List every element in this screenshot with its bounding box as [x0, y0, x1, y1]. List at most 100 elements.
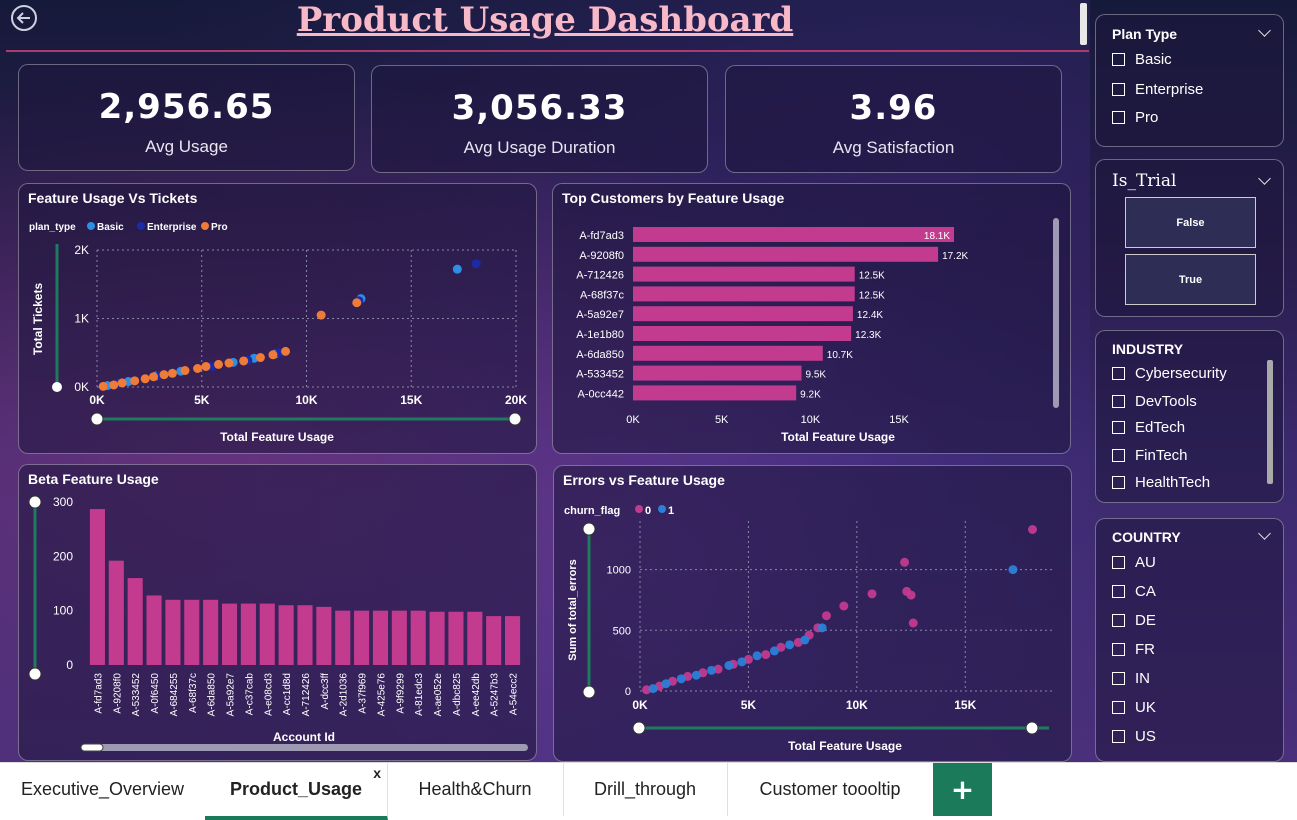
chevron-down-icon[interactable] — [1258, 24, 1271, 37]
bar — [259, 603, 275, 665]
checkbox[interactable] — [1112, 700, 1125, 714]
x-tick-label: A-fd7ad3 — [93, 673, 104, 714]
checkbox[interactable] — [1112, 394, 1125, 408]
x-tick-label: 0K — [626, 414, 640, 426]
slicer-option-cybersecurity[interactable]: Cybersecurity — [1112, 362, 1227, 384]
checkbox[interactable] — [1112, 584, 1125, 598]
data-point — [239, 356, 249, 366]
bar — [146, 595, 162, 665]
data-point — [224, 358, 234, 368]
bar — [429, 611, 445, 665]
checkbox[interactable] — [1112, 475, 1125, 489]
slicer-option-fintech[interactable]: FinTech — [1112, 444, 1188, 466]
y-tick-label: A-1e1b80 — [576, 329, 624, 341]
data-point — [737, 657, 747, 667]
page-title: Product Usage Dashboard — [296, 0, 794, 40]
checkbox[interactable] — [1112, 448, 1125, 462]
x-tick-label: A-e08cd3 — [263, 673, 274, 716]
top-customers-chart[interactable]: Top Customers by Feature Usage 0K 5K 10K 15… — [552, 183, 1071, 454]
checkbox[interactable] — [1112, 52, 1125, 66]
slicer-option-healthtech[interactable]: HealthTech — [1112, 471, 1210, 493]
slider-handle — [1025, 721, 1039, 735]
bar — [184, 599, 200, 665]
checkbox[interactable] — [1112, 729, 1125, 743]
slicer-option-uk[interactable]: UK — [1112, 696, 1156, 718]
checkbox[interactable] — [1112, 82, 1125, 96]
close-tab-icon[interactable]: x — [373, 765, 381, 781]
beta-feature-usage-chart[interactable]: Beta Feature Usage 300 200 100 0 A-fd7ad3 A-9… — [18, 464, 537, 761]
slicer-option-pro[interactable]: Pro — [1112, 106, 1158, 128]
is-trial-false-button[interactable]: False — [1125, 197, 1256, 248]
data-point — [255, 353, 265, 363]
slider-handle — [28, 495, 42, 509]
tab-drill-through[interactable]: Drill_through — [563, 763, 728, 816]
slicer-option-in[interactable]: IN — [1112, 667, 1150, 689]
x-tick-label: 15K — [400, 393, 422, 407]
x-tick-label: 5K — [741, 698, 757, 712]
x-tick-label: A-0f6450 — [150, 673, 161, 714]
slicer-option-us[interactable]: US — [1112, 725, 1156, 747]
kpi-card-avg-satisfaction: 3.96 Avg Satisfaction — [725, 65, 1062, 173]
industry-slicer[interactable]: INDUSTRY Cybersecurity DevTools EdTech F… — [1095, 330, 1284, 503]
tab-health-churn[interactable]: Health&Churn — [387, 763, 564, 816]
x-tick-label: A-684255 — [169, 673, 180, 717]
slicer-option-fr[interactable]: FR — [1112, 638, 1155, 660]
data-label: 12.5K — [859, 290, 885, 301]
data-point — [149, 372, 159, 382]
bar — [486, 616, 502, 665]
slicer-option-ca[interactable]: CA — [1112, 580, 1156, 602]
kpi-card-avg-usage-duration: 3,056.33 Avg Usage Duration — [371, 65, 708, 173]
checkbox[interactable] — [1112, 110, 1125, 124]
tab-executive-overview[interactable]: Executive_Overview — [0, 763, 206, 816]
slicer-option-enterprise[interactable]: Enterprise — [1112, 78, 1203, 100]
tab-customer-tooltip[interactable]: Customer toooltip — [727, 763, 934, 816]
slicer-option-devtools[interactable]: DevTools — [1112, 390, 1197, 412]
plan-type-slicer[interactable]: Plan Type Basic Enterprise Pro — [1095, 14, 1284, 147]
bar — [127, 578, 143, 665]
chevron-down-icon[interactable] — [1258, 172, 1271, 185]
x-tick-label: A-533452 — [131, 673, 142, 717]
is-trial-true-button[interactable]: True — [1125, 254, 1256, 305]
y-tick-label: A-5a92e7 — [576, 309, 624, 321]
checkbox[interactable] — [1112, 671, 1125, 685]
x-tick-label: 5K — [194, 393, 210, 407]
checkbox[interactable] — [1112, 366, 1125, 380]
data-point — [648, 684, 658, 694]
legend-label: 0 — [645, 505, 651, 517]
x-tick-label: A-cc1d8d — [282, 673, 293, 715]
add-page-button[interactable]: + — [933, 763, 992, 816]
page-scrollbar[interactable] — [1080, 3, 1087, 45]
bar — [165, 599, 181, 665]
data-point — [201, 361, 211, 371]
data-point — [900, 557, 910, 567]
tab-product-usage[interactable]: Product_Usage x — [205, 763, 388, 820]
country-slicer[interactable]: COUNTRY AU CA DE FR IN UK US — [1095, 518, 1284, 762]
errors-vs-feature-usage-chart[interactable]: Errors vs Feature Usage churn_flag 0 1 1000… — [553, 465, 1072, 762]
bar — [448, 611, 464, 665]
slider-handle — [28, 667, 42, 681]
kpi-label: Avg Satisfaction — [832, 138, 955, 157]
back-arrow-icon[interactable] — [9, 3, 39, 33]
kpi-card-avg-usage: 2,956.65 Avg Usage — [18, 64, 355, 171]
checkbox[interactable] — [1112, 555, 1125, 569]
is-trial-slicer[interactable]: Is_Trial False True — [1095, 159, 1284, 317]
slicer-option-edtech[interactable]: EdTech — [1112, 416, 1185, 438]
slicer-option-de[interactable]: DE — [1112, 609, 1156, 631]
chevron-down-icon[interactable] — [1258, 527, 1271, 540]
legend-title: churn_flag — [564, 505, 620, 517]
bar — [633, 227, 955, 242]
slicer-option-basic[interactable]: Basic — [1112, 48, 1172, 70]
slider-handle — [582, 685, 596, 699]
industry-scrollbar[interactable] — [1267, 360, 1273, 484]
feature-usage-vs-tickets-chart[interactable]: Feature Usage Vs Tickets plan_type Basic E… — [18, 183, 537, 454]
data-label: 10.7K — [827, 350, 853, 361]
kpi-label: Avg Usage Duration — [463, 138, 616, 157]
legend-marker — [658, 505, 666, 513]
slicer-option-au[interactable]: AU — [1112, 551, 1156, 573]
checkbox[interactable] — [1112, 613, 1125, 627]
data-point — [130, 376, 140, 386]
y-tick-label: 1K — [74, 312, 89, 326]
checkbox[interactable] — [1112, 420, 1125, 434]
checkbox[interactable] — [1112, 642, 1125, 656]
y-tick-label: 0 — [625, 686, 631, 698]
